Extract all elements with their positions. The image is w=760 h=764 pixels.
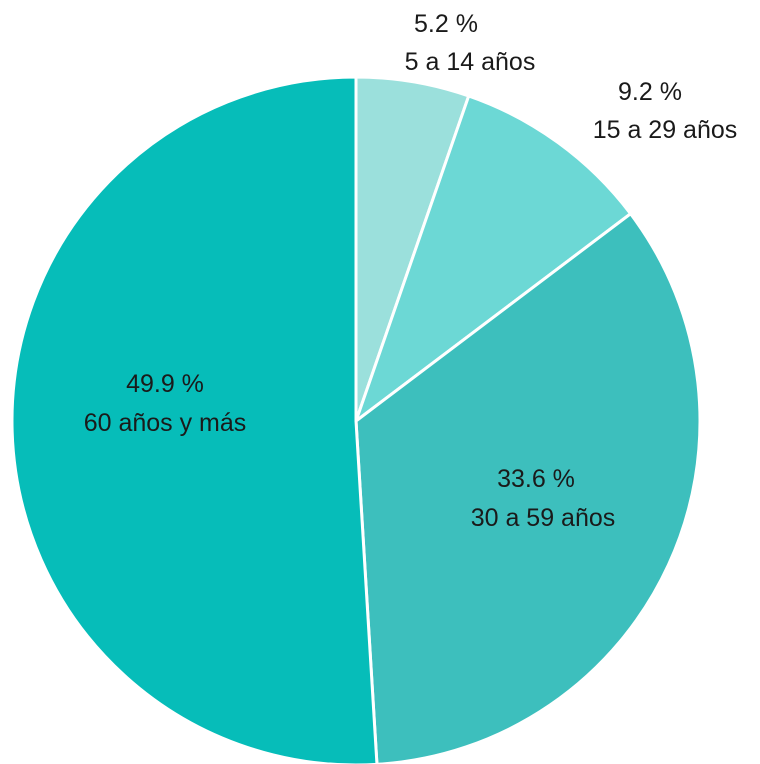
slice-category-label-15-29: 15 a 29 años bbox=[593, 116, 738, 144]
slice-category-label-30-59: 30 a 59 años bbox=[471, 504, 616, 532]
slice-value-label-60-plus: 49.9 % bbox=[126, 370, 204, 398]
slice-value-label-5-14: 5.2 % bbox=[414, 10, 478, 38]
pie-slice-15-29 bbox=[352, 94, 633, 426]
slice-category-label-60-plus: 60 años y más bbox=[84, 409, 247, 437]
pie-labels: 5.2 % 5 a 14 años 9.2 % 15 a 29 años 33.… bbox=[84, 10, 738, 532]
slice-category-label-5-14: 5 a 14 años bbox=[405, 48, 536, 76]
pie-slices bbox=[10, 75, 702, 764]
pie-slice-30-59 bbox=[354, 211, 702, 764]
pie-slice-60-plus bbox=[10, 75, 379, 764]
slice-value-label-30-59: 33.6 % bbox=[497, 465, 575, 493]
slice-value-label-15-29: 9.2 % bbox=[618, 78, 682, 106]
